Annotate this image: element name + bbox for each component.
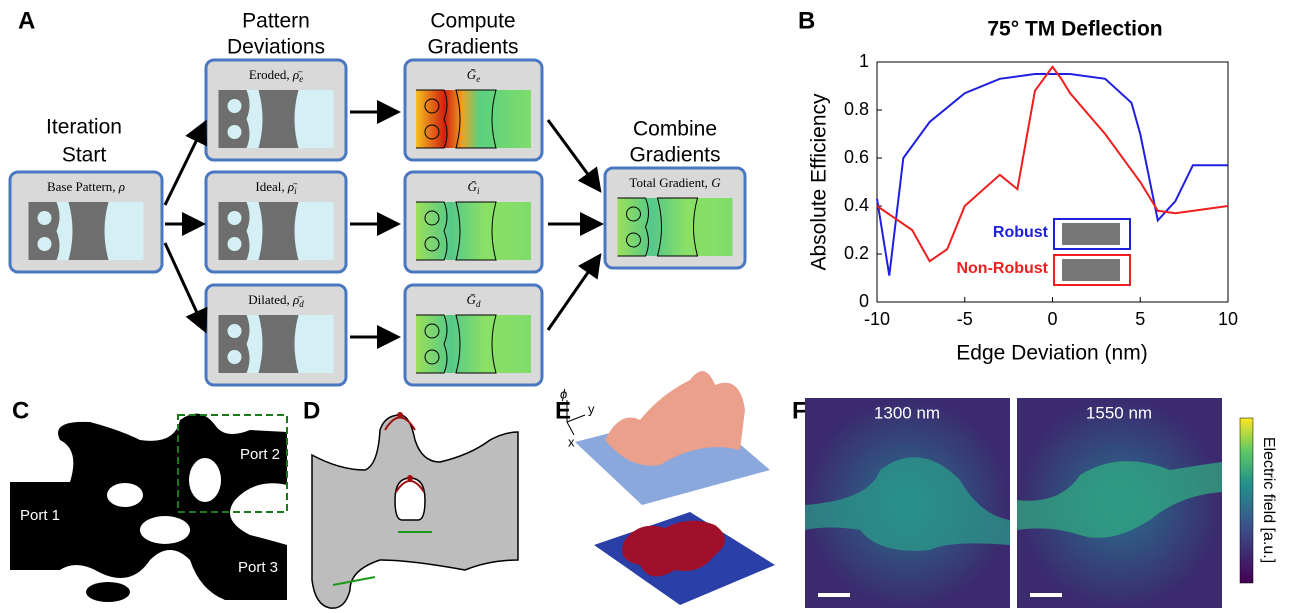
y-tick-label: 0 bbox=[859, 291, 869, 311]
header: Start bbox=[62, 144, 107, 167]
box-label-symbol: G bbox=[711, 175, 721, 190]
shape bbox=[395, 478, 425, 520]
shape bbox=[165, 125, 204, 205]
pattern-image bbox=[219, 90, 334, 148]
pattern-image bbox=[219, 315, 334, 373]
box-label-sub: e bbox=[476, 74, 480, 84]
panel-e: ϕ y x bbox=[560, 371, 775, 605]
box-label-name: Total Gradient, bbox=[629, 175, 708, 190]
colorbar-label: Electric field [a.u.] bbox=[1260, 437, 1277, 563]
box-label-name: Eroded, bbox=[249, 67, 290, 82]
box-label-symbol: ρ bbox=[118, 179, 125, 194]
box-label-name: Base Pattern, bbox=[47, 179, 116, 194]
panel-c: Port 1 Port 2 Port 3 bbox=[10, 414, 287, 602]
box-label: Dilated, ρ̄d bbox=[248, 292, 304, 309]
box-label-name: Dilated, bbox=[248, 292, 290, 307]
wavelength-label: 1550 nm bbox=[1086, 403, 1152, 422]
shape bbox=[548, 120, 598, 188]
box-label-sub: e bbox=[299, 74, 303, 84]
axis-label: y bbox=[588, 401, 595, 416]
x-tick-label: -5 bbox=[957, 309, 973, 329]
series-line bbox=[877, 67, 1228, 261]
box-label: Total Gradient, G bbox=[629, 175, 721, 190]
y-tick-label: 1 bbox=[859, 51, 869, 71]
box-label: Ideal, ρ̄i bbox=[255, 179, 298, 196]
axis-label: x bbox=[568, 434, 575, 449]
panel-letter: C bbox=[12, 397, 29, 424]
shape bbox=[548, 258, 598, 330]
box-label: Base Pattern, ρ bbox=[47, 179, 125, 194]
shape bbox=[1240, 418, 1253, 583]
box-label-sub: d bbox=[299, 299, 304, 309]
y-axis-label: Absolute Efficiency bbox=[808, 93, 831, 271]
shape bbox=[189, 458, 221, 502]
legend-label: Robust bbox=[993, 224, 1049, 241]
shape bbox=[818, 593, 850, 597]
shape bbox=[407, 475, 413, 481]
panel-b: 75° TM Deflection Absolute Efficiency Ed… bbox=[808, 18, 1238, 365]
box-label-sub: d bbox=[476, 299, 481, 309]
header: Gradients bbox=[427, 36, 518, 59]
x-tick-label: 5 bbox=[1135, 309, 1145, 329]
plot-frame bbox=[877, 62, 1228, 302]
x-tick-label: 0 bbox=[1047, 309, 1057, 329]
header: Gradients bbox=[629, 144, 720, 167]
panel-letter: F bbox=[792, 397, 807, 424]
panel-letter: B bbox=[798, 7, 815, 34]
panel-f: 1300 nm 1550 nm Electric field [a.u.] bbox=[805, 398, 1277, 608]
pattern-image bbox=[29, 202, 144, 260]
y-tick-label: 0.2 bbox=[844, 243, 869, 263]
panel-d bbox=[312, 412, 518, 608]
panel-letter: A bbox=[18, 7, 35, 34]
y-tick-label: 0.6 bbox=[844, 147, 869, 167]
legend-thumb bbox=[1062, 259, 1120, 281]
header: Iteration bbox=[46, 116, 122, 139]
x-axis-label: Edge Deviation (nm) bbox=[956, 342, 1147, 365]
port-label: Port 1 bbox=[20, 507, 60, 524]
shape bbox=[107, 483, 143, 507]
series-line bbox=[877, 74, 1228, 276]
panel-letter: D bbox=[303, 397, 320, 424]
chart-title: 75° TM Deflection bbox=[987, 18, 1162, 41]
legend-thumb bbox=[1062, 223, 1120, 245]
x-tick-label: -10 bbox=[864, 309, 890, 329]
shape bbox=[397, 412, 403, 418]
pattern-image bbox=[219, 202, 334, 260]
y-tick-label: 0.4 bbox=[844, 195, 869, 215]
header: Deviations bbox=[227, 36, 325, 59]
x-tick-label: 10 bbox=[1218, 309, 1238, 329]
port-label: Port 3 bbox=[238, 559, 278, 576]
header: Combine bbox=[633, 118, 717, 141]
shape bbox=[1030, 593, 1062, 597]
box-label: Eroded, ρ̄e bbox=[249, 67, 303, 84]
figure: A B C D E F Iteration Start Pattern Devi… bbox=[0, 0, 1295, 613]
shape bbox=[165, 243, 204, 328]
wavelength-label: 1300 nm bbox=[874, 403, 940, 422]
axis-label: ϕ bbox=[560, 386, 567, 401]
shape bbox=[140, 516, 190, 544]
header: Pattern bbox=[242, 10, 310, 33]
shape bbox=[86, 582, 130, 602]
legend-label: Non-Robust bbox=[956, 260, 1048, 277]
panel-a: Iteration Start Pattern Deviations Compu… bbox=[10, 10, 745, 385]
port-label: Port 2 bbox=[240, 446, 280, 463]
header: Compute bbox=[430, 10, 515, 33]
box-label-name: Ideal, bbox=[255, 179, 284, 194]
y-tick-label: 0.8 bbox=[844, 99, 869, 119]
